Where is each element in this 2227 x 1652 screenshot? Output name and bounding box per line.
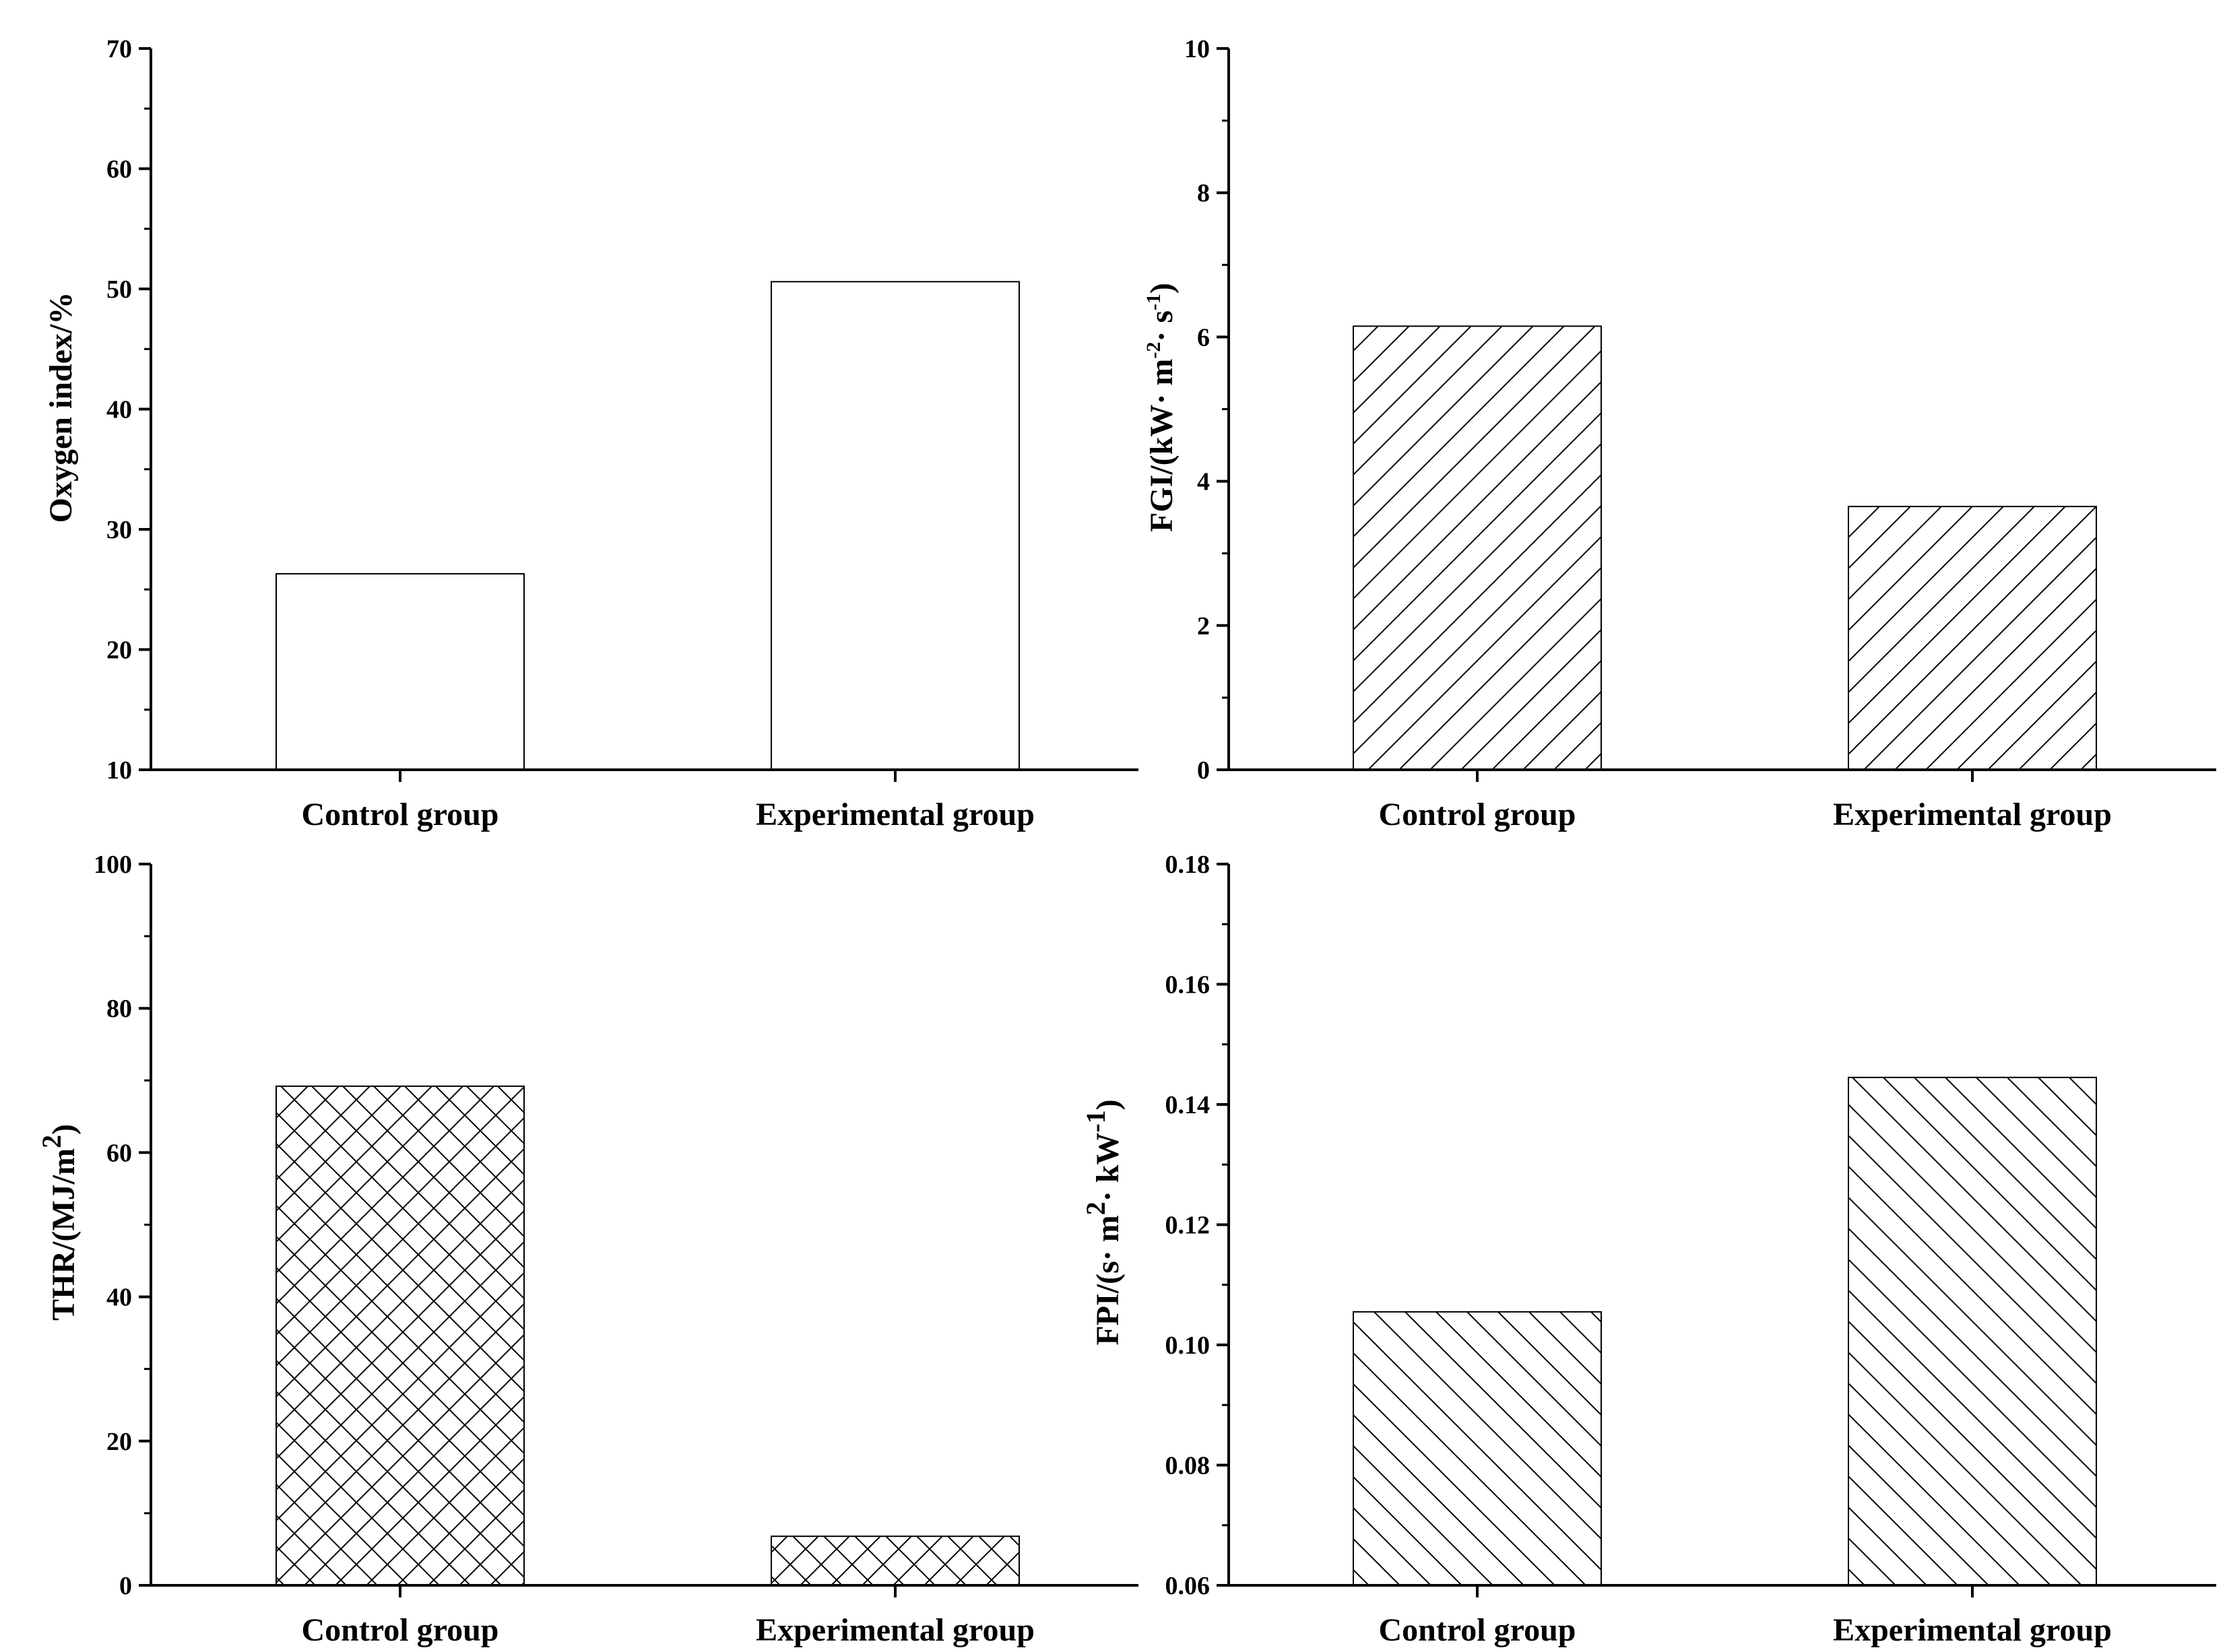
category-label-control: Control group <box>302 797 499 832</box>
y-tick-label: 0 <box>119 1572 132 1600</box>
y-ticks: 10 20 30 40 50 60 70 <box>106 35 151 785</box>
y-tick-label: 0.08 <box>1165 1452 1211 1480</box>
panel-thr: 0 20 40 60 80 100 Control group Experimental … <box>36 851 1138 1648</box>
y-tick-label: 0.06 <box>1165 1572 1211 1600</box>
y-tick-label: 40 <box>106 396 132 424</box>
y-tick-label: 2 <box>1197 612 1210 640</box>
y-tick-label: 100 <box>94 851 132 879</box>
y-ticks: 0 2 4 6 8 10 <box>1184 35 1229 785</box>
panel-oxygen-index: 10 20 30 40 50 60 70 Control group Experimenta… <box>43 35 1138 832</box>
y-tick-label: 0 <box>1197 756 1210 785</box>
category-label-control: Control group <box>1379 1612 1576 1648</box>
bar-control <box>276 573 525 770</box>
y-tick-label: 70 <box>106 35 132 63</box>
y-tick-label: 8 <box>1197 179 1210 207</box>
bar-experimental <box>771 1535 1020 1587</box>
bar-experimental <box>1848 1076 2097 1586</box>
y-ticks: 0.06 0.08 0.10 0.12 0.14 0.16 0.18 <box>1165 851 1229 1600</box>
y-tick-label: 4 <box>1197 468 1210 496</box>
y-tick-label: 0.14 <box>1165 1091 1211 1119</box>
y-tick-label: 60 <box>106 156 132 184</box>
y-ticks: 0 20 40 60 80 100 <box>94 851 151 1600</box>
bar-control <box>276 1085 525 1587</box>
bar-experimental <box>771 281 1020 771</box>
bar-control <box>1353 325 1602 770</box>
bar-experimental <box>1848 506 2097 771</box>
bars <box>276 281 1020 771</box>
y-axis-title: THR/(MJ/m2) <box>36 1124 82 1321</box>
bars <box>1353 1076 2097 1586</box>
bars <box>1353 325 2097 771</box>
y-axis-title: FPI/(s· m2· kW-1) <box>1080 1099 1126 1345</box>
bar-control <box>1353 1311 1602 1586</box>
y-tick-label: 0.10 <box>1165 1331 1211 1360</box>
y-tick-label: 80 <box>106 995 132 1023</box>
y-tick-label: 20 <box>106 636 132 665</box>
category-label-control: Control group <box>1379 797 1576 832</box>
category-label-experimental: Experimental group <box>756 1612 1035 1648</box>
y-tick-label: 0.12 <box>1165 1212 1211 1240</box>
bars <box>276 1085 1020 1587</box>
y-tick-label: 60 <box>106 1139 132 1167</box>
panel-fgi: 0 2 4 6 8 10 Control group Experimental group… <box>1142 35 2216 832</box>
category-label-experimental: Experimental group <box>1833 797 2112 832</box>
category-label-experimental: Experimental group <box>1833 1612 2112 1648</box>
panel-fpi: 0.06 0.08 0.10 0.12 0.14 0.16 0.18 Control gro… <box>1080 851 2216 1648</box>
y-axis-title: FGI/(kW· m-2· s-1) <box>1142 283 1180 532</box>
y-tick-label: 6 <box>1197 323 1210 352</box>
y-tick-label: 10 <box>106 756 132 785</box>
y-tick-label: 50 <box>106 275 132 304</box>
y-tick-label: 40 <box>106 1284 132 1312</box>
category-label-control: Control group <box>302 1612 499 1648</box>
y-tick-label: 10 <box>1184 35 1210 63</box>
y-tick-label: 0.18 <box>1165 851 1211 879</box>
y-axis-title: Oxygen index/% <box>43 292 79 523</box>
category-label-experimental: Experimental group <box>756 797 1035 832</box>
y-tick-label: 30 <box>106 516 132 544</box>
y-tick-label: 0.16 <box>1165 971 1211 999</box>
y-tick-label: 20 <box>106 1428 132 1456</box>
